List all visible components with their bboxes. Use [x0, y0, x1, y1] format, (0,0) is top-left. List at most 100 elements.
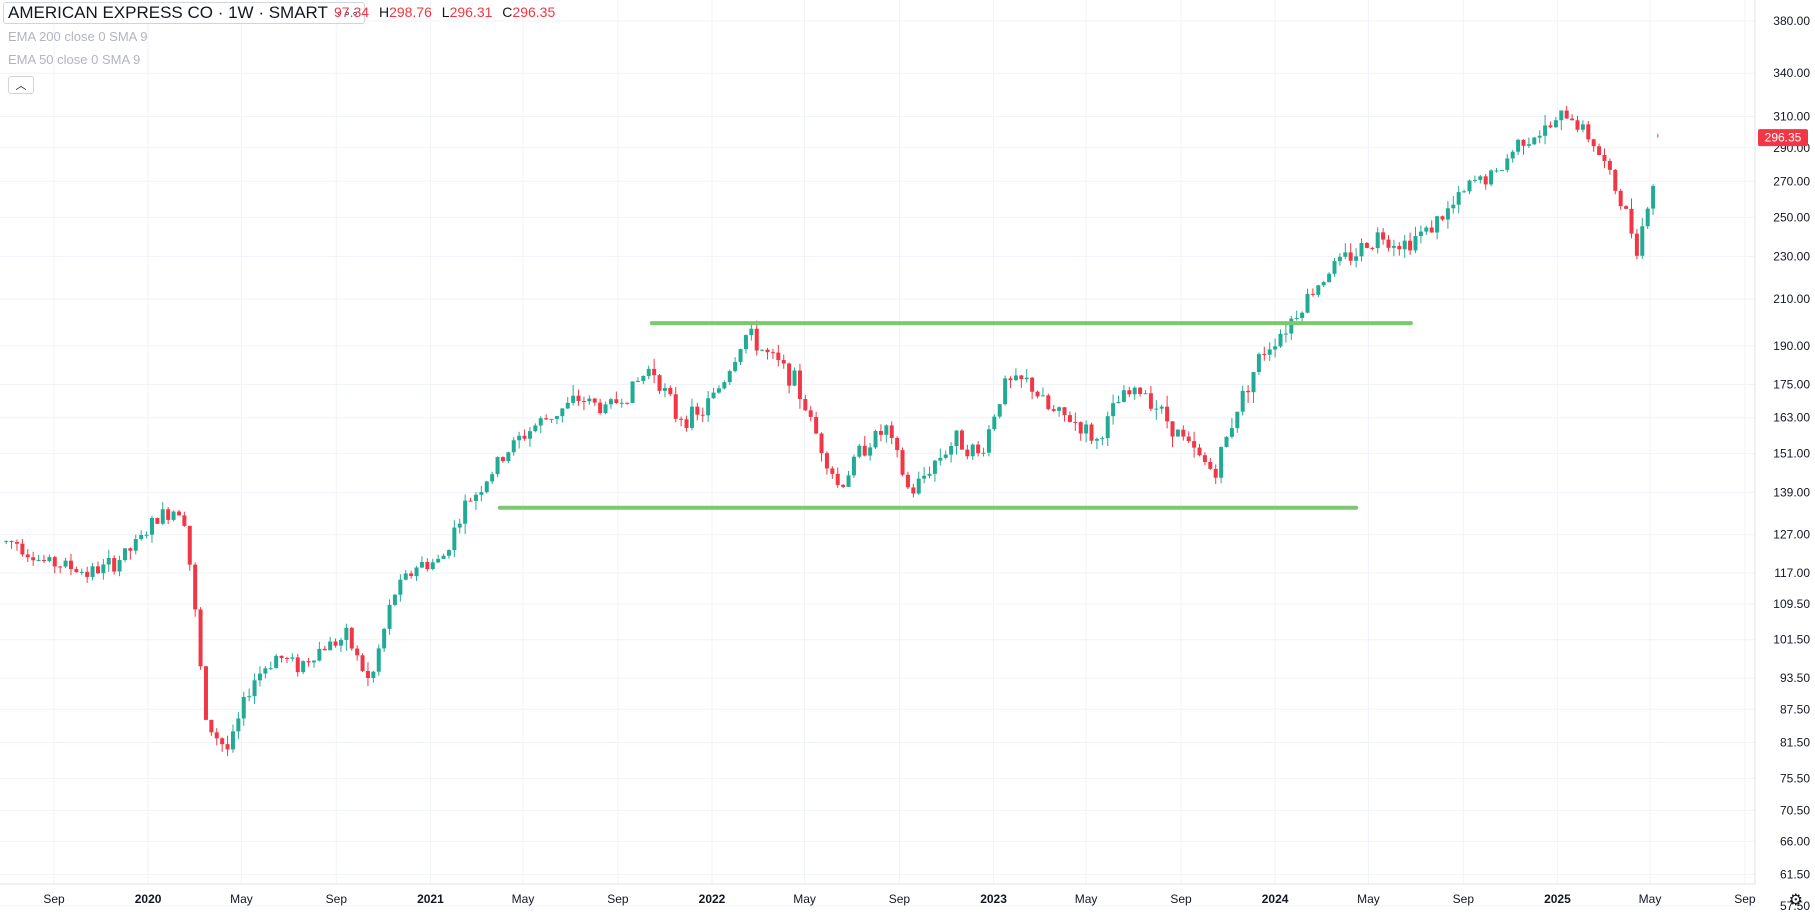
price-tick-label: 101.50	[1773, 633, 1810, 647]
candle	[592, 397, 597, 406]
candle-body	[68, 560, 73, 570]
candle	[803, 394, 808, 412]
candle-body	[1073, 421, 1078, 423]
candle	[409, 570, 414, 579]
more-icon[interactable]: ∘∘∘	[335, 7, 360, 20]
candle-body	[484, 481, 489, 493]
candle-body	[916, 478, 921, 494]
time-tick-label: Sep	[1170, 892, 1192, 906]
candle	[1413, 226, 1418, 254]
candle	[1170, 421, 1175, 448]
candle-body	[1494, 170, 1499, 172]
price-axis[interactable]: 380.00340.00310.00290.00270.00250.00230.…	[1773, 14, 1810, 913]
candle-body	[760, 349, 765, 351]
candle	[1327, 272, 1332, 283]
candle-body	[608, 399, 613, 405]
candle-body	[328, 641, 333, 651]
candle	[1494, 168, 1499, 173]
indicator-ema50[interactable]: EMA 50 close 0 SMA 9	[8, 52, 141, 67]
time-axis[interactable]: Sep 2020 May Sep 2021 May Sep 2022 May Sep 2023 May…	[43, 892, 1756, 906]
low-value: 296.31	[449, 4, 493, 20]
candle	[743, 334, 748, 354]
candle	[1051, 405, 1056, 413]
candle-body	[1046, 395, 1051, 410]
candle-body	[1148, 393, 1153, 409]
candle-body	[1580, 124, 1585, 130]
time-tick-label: Sep	[607, 892, 629, 906]
candle	[1456, 185, 1461, 214]
open-value: 97.34	[334, 4, 370, 20]
candle-body	[819, 433, 824, 454]
candle-body	[992, 416, 997, 430]
candle	[770, 348, 775, 359]
candle-body	[1429, 227, 1434, 233]
price-tick-label: 380.00	[1773, 14, 1810, 28]
candle	[571, 385, 576, 406]
candle	[322, 645, 327, 651]
candle-body	[1310, 293, 1315, 295]
gear-icon[interactable]: ⚙	[1788, 892, 1803, 909]
indicator-ema200[interactable]: EMA 200 close 0 SMA 9	[8, 29, 148, 44]
candle-body	[14, 542, 19, 544]
candle-body	[268, 668, 273, 670]
candle	[1489, 169, 1494, 187]
candle-body	[1456, 192, 1461, 205]
candle	[230, 724, 235, 753]
horizontal-lines[interactable]	[497, 321, 1413, 510]
candle	[630, 381, 635, 404]
candle-body	[927, 473, 932, 476]
price-tick-label: 190.00	[1773, 339, 1810, 353]
candle-body	[522, 435, 527, 439]
candlestick-series	[4, 105, 1659, 756]
candle-body	[31, 557, 36, 561]
candle-body	[873, 430, 878, 448]
candle-body	[754, 328, 759, 351]
candle	[1192, 431, 1197, 458]
symbol-legend[interactable]: AMERICAN EXPRESS CO · 1W · SMART ∘∘∘	[3, 2, 365, 24]
candle-body	[338, 639, 343, 646]
candle-body	[1532, 137, 1537, 145]
candle-body	[1597, 146, 1602, 156]
candle	[1111, 394, 1116, 425]
candle	[500, 456, 505, 463]
candle	[900, 447, 905, 477]
candle-body	[1251, 372, 1256, 393]
candle-body	[657, 375, 662, 391]
candle	[47, 554, 52, 563]
candle-body	[824, 453, 829, 469]
candle-body	[1202, 455, 1207, 462]
candle	[1186, 431, 1191, 443]
candle	[365, 662, 370, 687]
candle-body	[711, 392, 716, 399]
candle-body	[171, 511, 176, 520]
candle	[1262, 346, 1267, 361]
candle-body	[1521, 139, 1526, 146]
time-tick-label: May	[512, 892, 535, 906]
candle-body	[1057, 407, 1062, 411]
time-tick-label: May	[1357, 892, 1380, 906]
candle-body	[1440, 216, 1445, 220]
candle	[1019, 374, 1024, 388]
candle-body	[220, 738, 225, 745]
candle-body	[1213, 468, 1218, 478]
candle	[1159, 404, 1164, 414]
collapse-legend-button[interactable]: ︿	[8, 76, 34, 94]
candle-body	[382, 628, 387, 649]
candle	[79, 568, 84, 576]
close-value: 296.35	[512, 4, 556, 20]
candle-body	[695, 406, 700, 415]
candle	[851, 454, 856, 478]
candle-body	[365, 671, 370, 678]
time-tick-label: Sep	[889, 892, 911, 906]
candle	[522, 429, 527, 441]
candle	[673, 387, 678, 423]
candle-body	[738, 349, 743, 362]
candle-body	[981, 452, 986, 454]
price-tick-label: 70.50	[1780, 803, 1810, 817]
candle	[1483, 174, 1488, 190]
candle-body	[203, 666, 208, 720]
candle	[484, 480, 489, 494]
symbol-title[interactable]: AMERICAN EXPRESS CO · 1W · SMART	[8, 3, 328, 22]
candle-body	[1510, 151, 1515, 159]
